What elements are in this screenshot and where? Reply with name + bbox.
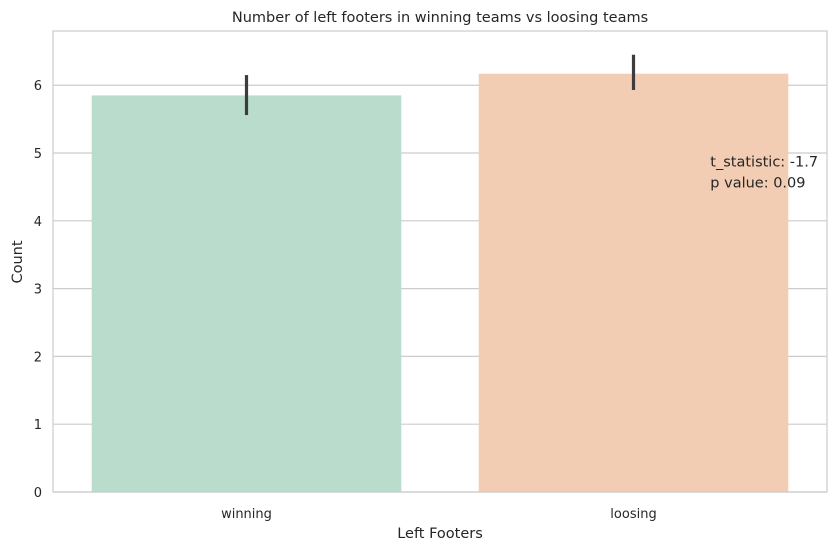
plot-frame bbox=[52, 30, 828, 493]
y-tick-label-3: 3 bbox=[34, 283, 42, 298]
x-axis-ticks: winning loosing bbox=[221, 507, 657, 522]
x-tick-label-loosing: loosing bbox=[610, 507, 656, 522]
bars bbox=[91, 73, 789, 492]
annotation-line-1: p value: 0.09 bbox=[710, 176, 805, 192]
y-tick-label-6: 6 bbox=[34, 79, 42, 94]
error-bars bbox=[244, 54, 636, 116]
y-axis-label: Count bbox=[10, 240, 26, 283]
y-tick-label-0: 0 bbox=[34, 486, 42, 501]
bar-loosing bbox=[478, 73, 789, 492]
chart-title: Number of left footers in winning teams … bbox=[232, 10, 648, 26]
x-axis-label: Left Footers bbox=[397, 526, 483, 542]
y-tick-label-4: 4 bbox=[34, 215, 42, 230]
y-tick-label-1: 1 bbox=[34, 418, 42, 433]
y-axis-ticks: 0 1 2 3 4 5 6 bbox=[34, 79, 42, 501]
y-tick-label-5: 5 bbox=[34, 147, 42, 162]
stats-annotation: t_statistic: -1.7 p value: 0.09 bbox=[710, 155, 818, 192]
x-tick-label-winning: winning bbox=[221, 507, 272, 522]
bar-winning bbox=[91, 95, 402, 492]
annotation-line-0: t_statistic: -1.7 bbox=[710, 155, 818, 171]
y-tick-label-2: 2 bbox=[34, 350, 42, 365]
